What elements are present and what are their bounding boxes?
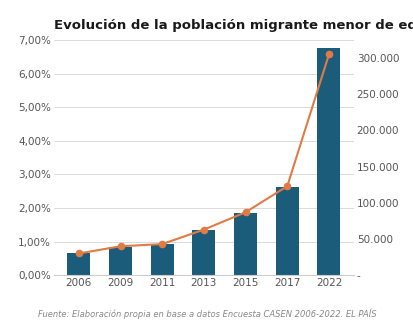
Point <box>159 242 165 247</box>
Bar <box>67 253 90 275</box>
Text: Fuente: Elaboración propia en base a datos Encuesta CASEN 2006-2022. EL PAÍS: Fuente: Elaboración propia en base a dat… <box>38 308 375 319</box>
Text: Evolución de la población migrante menor de edad de 2006 a 2022: Evolución de la población migrante menor… <box>54 19 413 32</box>
Point <box>117 244 123 249</box>
Point <box>325 52 332 57</box>
Bar <box>150 244 173 275</box>
Point <box>75 251 82 256</box>
Point <box>200 227 206 232</box>
Bar <box>317 48 339 275</box>
Bar <box>234 213 256 275</box>
Point <box>283 184 290 189</box>
Bar <box>109 247 132 275</box>
Point <box>242 210 248 215</box>
Bar <box>275 187 298 275</box>
Bar <box>192 230 215 275</box>
